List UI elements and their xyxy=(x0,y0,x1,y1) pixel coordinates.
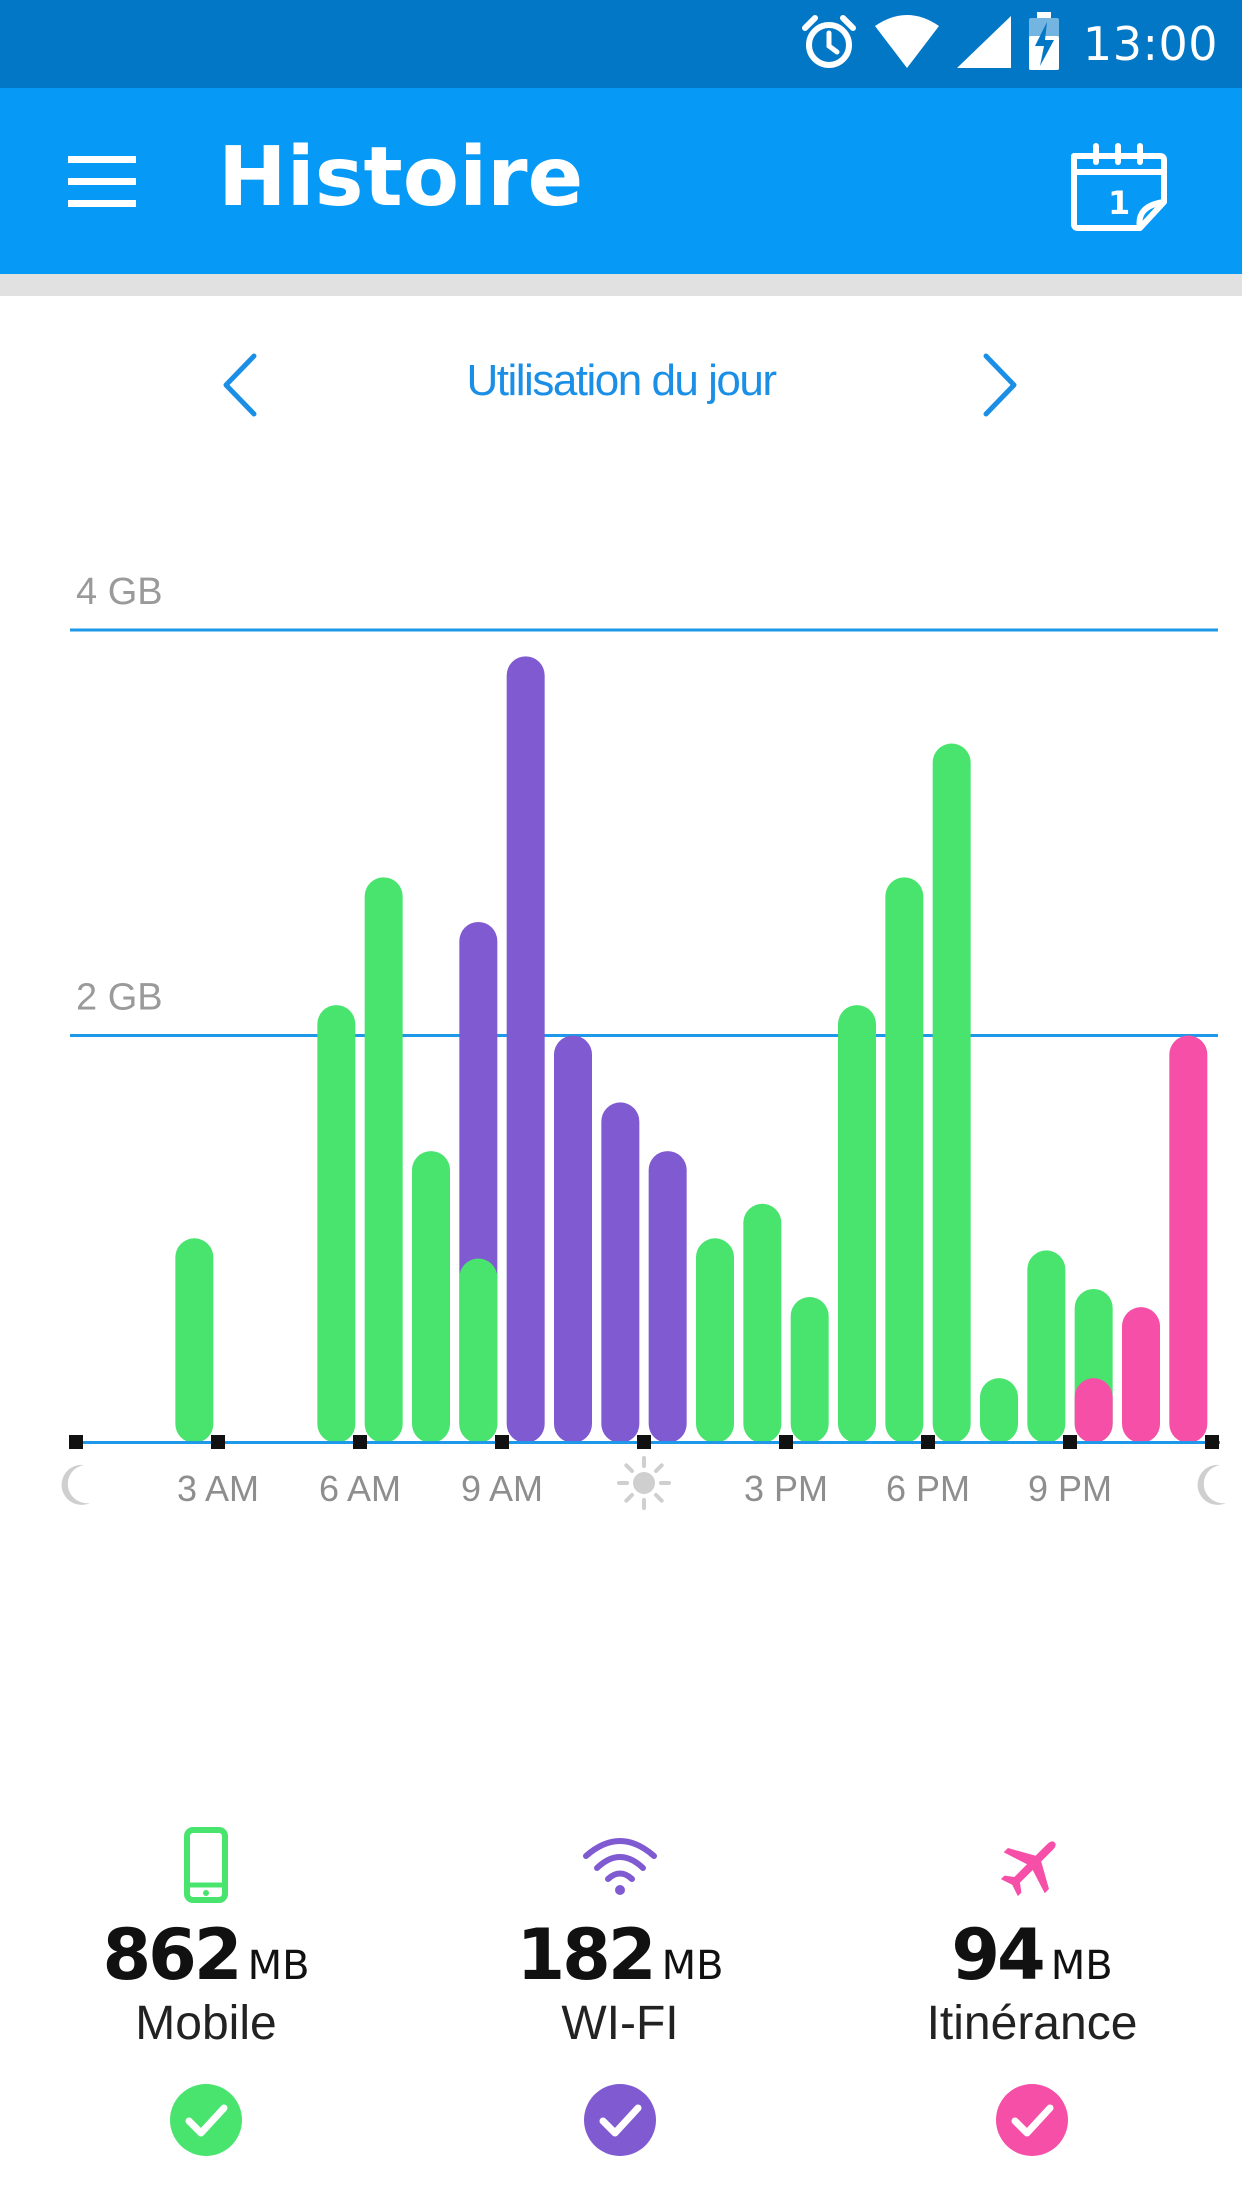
page-title: Histoire xyxy=(218,130,584,225)
x-axis-label: 6 AM xyxy=(319,1468,401,1509)
wifi-usage-unit: MB xyxy=(661,1943,724,1989)
sun-ray xyxy=(654,1493,664,1503)
x-axis-label: 6 PM xyxy=(886,1468,970,1509)
bar-mobile xyxy=(412,1151,450,1443)
bar-mobile xyxy=(175,1238,214,1443)
x-axis-label: 3 PM xyxy=(744,1468,828,1509)
status-bar: 13:00 xyxy=(0,0,1242,88)
x-axis-tick xyxy=(353,1435,367,1449)
y-axis-label: 4 GB xyxy=(76,571,163,613)
x-axis-tick xyxy=(211,1435,225,1449)
chevron-left-icon xyxy=(223,353,257,417)
x-axis-tick xyxy=(921,1435,935,1449)
x-axis-tick xyxy=(637,1435,651,1449)
summary-mobile: 862 MB Mobile xyxy=(16,1820,396,2157)
moon-icon xyxy=(61,1464,90,1505)
airplane-icon xyxy=(842,1820,1222,1910)
period-title: Utilisation du jour xyxy=(466,356,778,405)
bar-mobile xyxy=(980,1378,1018,1443)
bar-wifi xyxy=(554,1035,592,1443)
bar-itinrance xyxy=(1074,1378,1113,1443)
previous-day-button[interactable] xyxy=(210,350,270,420)
bar-mobile xyxy=(364,877,403,1443)
calendar-button[interactable]: 1 xyxy=(1064,142,1172,238)
check-circle-icon xyxy=(170,2084,242,2156)
bar-mobile xyxy=(1027,1250,1066,1443)
mobile-usage-value: 862 xyxy=(102,1914,242,1996)
appbar-shadow xyxy=(0,274,1242,296)
chevron-right-icon xyxy=(983,353,1017,417)
usage-chart-svg: 4 GB 2 GB 3 AM 6 AM 9 AM 3 PM 6 PM 9 PM xyxy=(61,571,1226,1510)
mobile-check-toggle[interactable] xyxy=(16,2083,396,2157)
sun-ray xyxy=(624,1493,634,1503)
menu-button[interactable] xyxy=(64,152,140,212)
calendar-day-text: 1 xyxy=(1108,184,1130,222)
x-axis-tick xyxy=(1205,1435,1219,1449)
x-axis-label: 3 AM xyxy=(177,1468,259,1509)
x-axis-tick xyxy=(1063,1435,1077,1449)
x-axis-label: 9 AM xyxy=(461,1468,543,1509)
check-circle-icon xyxy=(584,2084,656,2156)
mobile-usage-unit: MB xyxy=(247,1943,310,1989)
x-axis-tick xyxy=(69,1435,83,1449)
bar-mobile xyxy=(743,1203,782,1443)
battery-charging-icon xyxy=(1027,12,1061,76)
summary-wifi: 182 MB WI-FI xyxy=(430,1820,810,2157)
hamburger-menu-icon xyxy=(68,156,136,207)
bar-mobile xyxy=(838,1005,876,1443)
roaming-usage-unit: MB xyxy=(1050,1943,1113,1989)
sun-ray xyxy=(654,1463,664,1473)
next-day-button[interactable] xyxy=(970,350,1030,420)
usage-summary: 862 MB Mobile 182 MB WI-FI xyxy=(0,1820,1242,2180)
summary-roaming: 94 MB Itinérance xyxy=(842,1820,1222,2157)
bar-mobile xyxy=(459,1258,498,1443)
bar-wifi xyxy=(601,1102,640,1443)
x-axis-tick xyxy=(495,1435,509,1449)
bar-wifi xyxy=(648,1151,687,1443)
wifi-icon xyxy=(430,1820,810,1910)
bar-mobile xyxy=(790,1297,829,1443)
x-axis-tick xyxy=(779,1435,793,1449)
bar-itinrance xyxy=(1122,1307,1160,1443)
bar-mobile xyxy=(885,877,924,1443)
moon-icon xyxy=(1197,1464,1226,1505)
wifi-icon xyxy=(873,14,941,74)
wifi-usage-value: 182 xyxy=(516,1914,656,1996)
bar-mobile xyxy=(317,1005,356,1443)
check-circle-icon xyxy=(996,2084,1068,2156)
mobile-usage-label: Mobile xyxy=(135,1997,277,2050)
roaming-check-toggle[interactable] xyxy=(842,2083,1222,2157)
calendar-today-icon: 1 xyxy=(1071,143,1167,231)
smartphone-icon xyxy=(16,1820,396,1910)
bar-mobile xyxy=(696,1238,734,1443)
alarm-icon xyxy=(799,12,859,76)
bar-itinrance xyxy=(1169,1035,1208,1443)
cellular-signal-icon xyxy=(955,14,1013,74)
bar-wifi xyxy=(506,656,545,1443)
wifi-usage-label: WI-FI xyxy=(561,1997,679,2050)
period-navigator: Utilisation du jour xyxy=(0,330,1242,440)
sun-ray xyxy=(624,1463,634,1473)
sun-icon xyxy=(633,1472,655,1494)
status-icons: 13:00 xyxy=(799,0,1218,88)
roaming-usage-value: 94 xyxy=(951,1914,1045,1996)
x-axis-label: 9 PM xyxy=(1028,1468,1112,1509)
roaming-usage-label: Itinérance xyxy=(926,1997,1138,2050)
bar-mobile xyxy=(932,743,971,1443)
wifi-check-toggle[interactable] xyxy=(430,2083,810,2157)
y-axis-label: 2 GB xyxy=(76,977,163,1019)
app-bar: Histoire 1 xyxy=(0,88,1242,274)
status-time: 13:00 xyxy=(1082,17,1218,71)
usage-chart: 4 GB 2 GB 3 AM 6 AM 9 AM 3 PM 6 PM 9 PM xyxy=(0,540,1242,1544)
